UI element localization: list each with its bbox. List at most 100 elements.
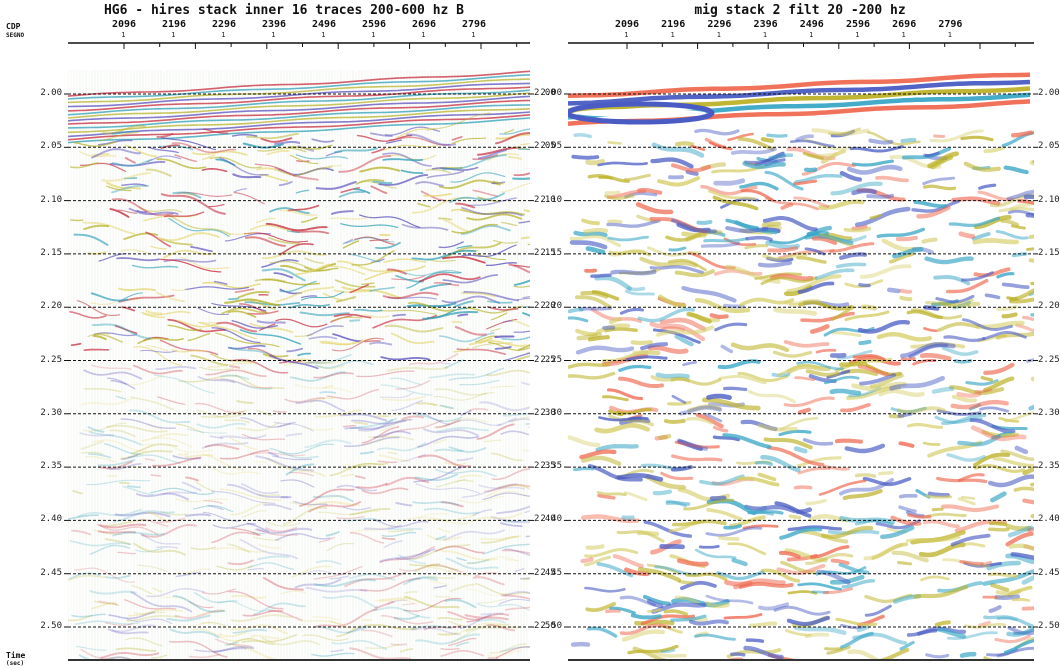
- cdp-tick-label: 2296: [707, 19, 731, 30]
- reflector-segment: [832, 391, 859, 393]
- segno-tick-label: 1: [809, 31, 813, 39]
- reflector-segment: [841, 364, 865, 365]
- reflector-segment: [569, 364, 608, 367]
- reflector-segment: [577, 331, 595, 334]
- time-tick-label: 2.25: [1038, 355, 1060, 365]
- reflector-segment: [948, 455, 984, 460]
- reflector-segment: [969, 304, 978, 305]
- reflector-segment: [720, 538, 738, 539]
- reflector-segment: [990, 529, 1008, 530]
- reflector-segment: [638, 204, 671, 212]
- reflector-segment: [841, 480, 892, 494]
- reflector-segment: [768, 135, 786, 136]
- reflector-segment: [625, 175, 649, 179]
- reflector-segment: [673, 456, 721, 460]
- reflector-segment: [1009, 211, 1048, 215]
- reflector-segment: [841, 254, 865, 257]
- reflector-segment: [962, 497, 974, 498]
- reflector-segment: [733, 345, 787, 350]
- reflector-segment: [966, 544, 984, 546]
- segno-tick-label: 1: [855, 31, 859, 39]
- reflector-segment: [588, 161, 603, 163]
- reflector-segment: [732, 654, 744, 655]
- reflector-segment: [927, 259, 972, 263]
- segno-tick-label: 1: [171, 31, 175, 39]
- reflector-segment: [901, 496, 916, 497]
- reflector-segment: [880, 473, 892, 474]
- cdp-tick-label: 2596: [362, 19, 386, 30]
- reflector-segment: [722, 346, 731, 351]
- reflector-segment: [603, 397, 627, 400]
- reflector-segment: [597, 425, 648, 431]
- cdp-tick-label: 2596: [846, 19, 870, 30]
- reflector-segment: [751, 624, 775, 626]
- reflector-segment: [997, 597, 1018, 598]
- reflector-segment: [860, 322, 908, 332]
- reflector-segment: [805, 440, 832, 444]
- reflector-segment: [662, 650, 674, 652]
- reflector-segment: [589, 628, 616, 636]
- reflector-segment: [925, 522, 958, 527]
- reflector-segment: [734, 560, 746, 564]
- reflector-segment: [725, 615, 761, 619]
- reflector-segment: [790, 516, 799, 517]
- reflector-segment: [901, 443, 913, 446]
- reflector-segment: [583, 220, 598, 223]
- reflector-segment: [655, 492, 670, 494]
- reflector-segment: [926, 514, 965, 516]
- reflector-segment: [1024, 577, 1036, 583]
- reflector-segment: [583, 458, 619, 464]
- reflector-segment: [849, 167, 900, 172]
- reflector-segment: [733, 149, 775, 153]
- reflector-segment: [1024, 501, 1048, 503]
- reflector-segment: [658, 375, 688, 377]
- reflector-segment: [684, 362, 696, 365]
- reflector-segment: [588, 249, 603, 253]
- reflector-segment: [860, 342, 869, 343]
- reflector-segment: [939, 324, 978, 330]
- reflector-segment: [639, 533, 657, 534]
- reflector-segment: [703, 243, 739, 246]
- reflector-segment: [838, 264, 865, 266]
- reflector-segment: [588, 546, 603, 547]
- reflector-segment: [938, 479, 986, 482]
- time-tick-label: 2.30: [40, 408, 62, 418]
- reflector-segment: [927, 496, 951, 497]
- reflector-segment: [1031, 260, 1060, 263]
- reflector-segment: [725, 526, 740, 528]
- reflector-segment: [902, 359, 914, 360]
- reflector-segment: [857, 209, 908, 225]
- reflector-segment: [769, 248, 796, 250]
- reflector-segment: [569, 374, 614, 378]
- reflector-segment: [998, 618, 1016, 620]
- time-tick-label: 2.00: [1038, 88, 1060, 98]
- segno-tick-label: 1: [948, 31, 952, 39]
- reflector-segment: [1031, 235, 1040, 237]
- reflector-segment: [812, 326, 827, 331]
- time-tick-label: 2.05: [1038, 141, 1060, 151]
- reflector-segment: [985, 365, 1012, 373]
- time-tick-label: 2.20: [40, 301, 62, 311]
- time-tick-label: 2.50: [1038, 621, 1060, 631]
- reflector-segment: [725, 388, 746, 389]
- reflector-segment: [573, 157, 597, 158]
- reflector-segment: [924, 240, 936, 242]
- segno-tick-label: 1: [221, 31, 225, 39]
- cdp-tick-label: 2496: [312, 19, 336, 30]
- cdp-tick-label: 2196: [661, 19, 685, 30]
- reflector-segment: [976, 390, 991, 392]
- segno-tick-label: 1: [471, 31, 475, 39]
- segno-tick-label: 1: [121, 31, 125, 39]
- reflector-segment: [1024, 317, 1033, 319]
- reflector-segment: [945, 337, 984, 341]
- reflector-segment: [759, 475, 774, 480]
- reflector-segment: [878, 229, 923, 236]
- reflector-segment: [578, 348, 632, 353]
- reflector-segment: [798, 258, 825, 262]
- time-tick-label: 2.50: [540, 621, 562, 631]
- reflector-segment: [901, 298, 910, 299]
- reflector-segment: [1032, 315, 1060, 318]
- time-tick-label: 2.45: [1038, 568, 1060, 578]
- reflector-segment: [716, 181, 743, 184]
